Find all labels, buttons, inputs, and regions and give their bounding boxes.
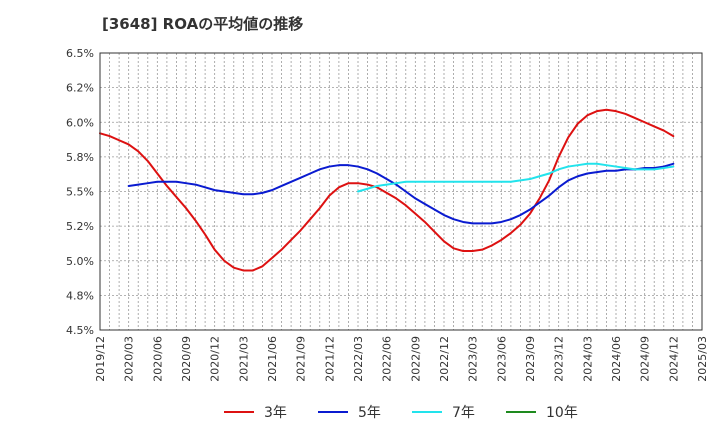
x-tick-label: 2024/12 (667, 336, 680, 382)
x-axis-ticks: 2019/12 2020/03 2020/06 2020/09 2020/12 2021/… (94, 336, 709, 382)
y-tick-label: 4.8% (66, 289, 94, 302)
grid-layer (100, 53, 702, 330)
y-tick-label: 4.5% (66, 324, 94, 337)
legend-label: 3年 (264, 405, 287, 421)
x-tick-label: 2023/06 (495, 336, 508, 382)
y-tick-label: 5.2% (66, 220, 94, 233)
x-tick-label: 2024/03 (581, 336, 594, 382)
series-line (357, 162, 675, 193)
chart-title: [3648] ROAの平均値の推移 (102, 15, 304, 33)
x-tick-label: 2025/03 (696, 336, 709, 382)
y-axis-ticks: 4.5% 4.8% 5.0% 5.2% 5.5% 5.8% 6.0% 6.2% 6.5% (66, 47, 94, 337)
x-tick-label: 2023/09 (524, 336, 537, 382)
x-tick-label: 2020/06 (151, 336, 164, 382)
y-tick-label: 5.0% (66, 255, 94, 268)
x-tick-label: 2019/12 (94, 336, 107, 382)
x-tick-label: 2022/03 (352, 336, 365, 382)
series-layer (99, 108, 675, 272)
legend-label: 7年 (452, 405, 475, 421)
x-tick-label: 2021/12 (323, 336, 336, 382)
y-tick-label: 5.5% (66, 186, 94, 199)
x-tick-label: 2021/06 (266, 336, 279, 382)
legend-label: 10年 (546, 405, 578, 421)
y-tick-label: 5.8% (66, 151, 94, 164)
legend-label: 5年 (358, 405, 381, 421)
x-tick-label: 2021/03 (237, 336, 250, 382)
plot-frame (99, 52, 703, 331)
series-line (99, 108, 675, 272)
x-tick-label: 2024/06 (610, 336, 623, 382)
x-tick-label: 2020/12 (209, 336, 222, 382)
x-tick-label: 2023/12 (553, 336, 566, 382)
y-tick-label: 6.5% (66, 47, 94, 60)
x-tick-label: 2020/09 (180, 336, 193, 382)
x-tick-label: 2022/12 (438, 336, 451, 382)
legend: 3年 5年 7年 10年 (224, 405, 578, 421)
x-tick-label: 2021/09 (295, 336, 308, 382)
x-tick-label: 2022/06 (381, 336, 394, 382)
x-tick-label: 2023/03 (467, 336, 480, 382)
x-tick-label: 2020/03 (123, 336, 136, 382)
x-tick-label: 2022/09 (409, 336, 422, 382)
series-line (127, 162, 675, 225)
y-tick-label: 6.2% (66, 82, 94, 95)
y-tick-label: 6.0% (66, 116, 94, 129)
x-tick-label: 2024/09 (639, 336, 652, 382)
